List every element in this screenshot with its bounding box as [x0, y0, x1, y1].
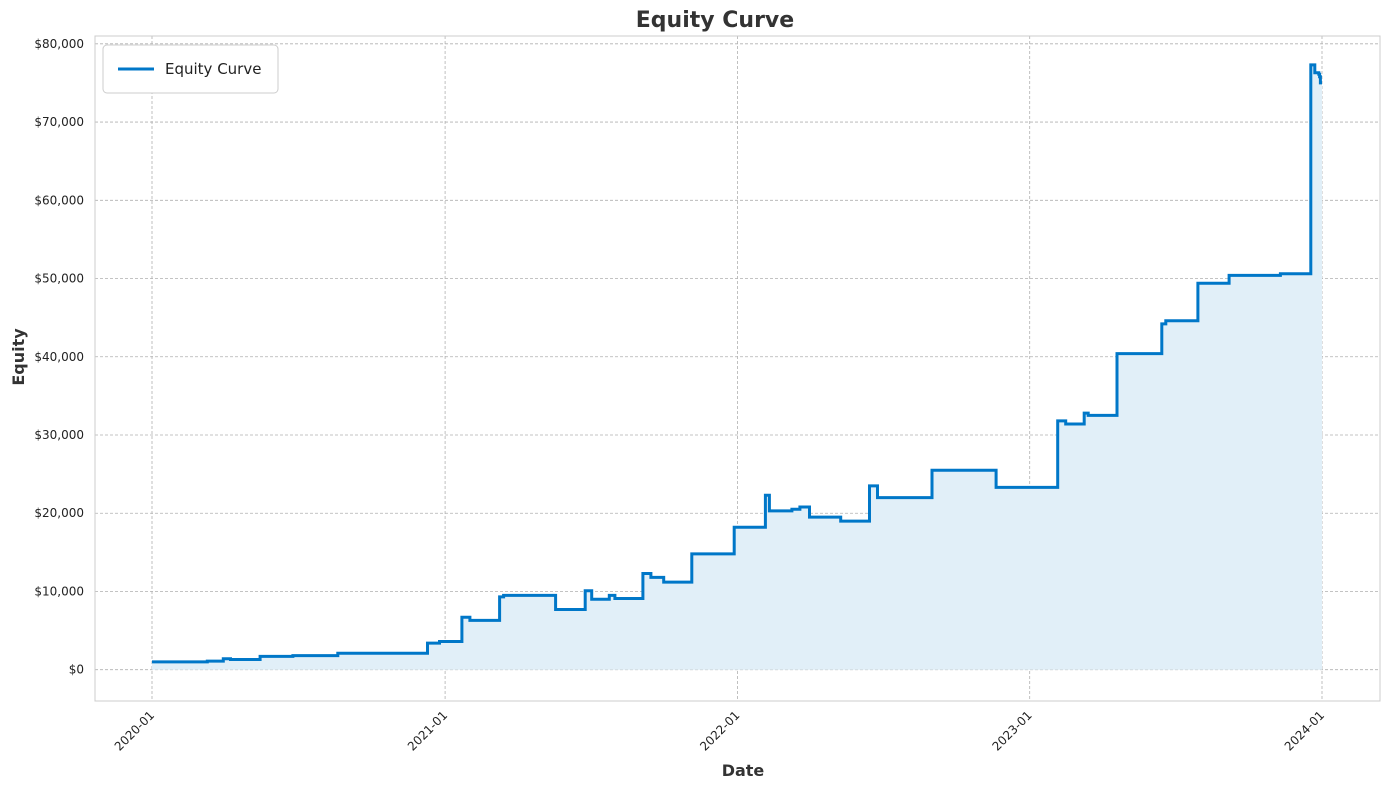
y-tick-label: $10,000 [34, 584, 84, 598]
y-tick-label: $50,000 [34, 272, 84, 286]
legend-label-equity-curve: Equity Curve [165, 60, 261, 78]
plot-frame [94, 35, 1381, 702]
y-tick-label: $70,000 [34, 115, 84, 129]
chart-title: Equity Curve [636, 8, 794, 33]
legend-box [102, 44, 279, 94]
y-axis-ticks: $0 $10,000 $20,000 $30,000 $40,000 $50,000 $60… [34, 37, 84, 677]
y-tick-label: $20,000 [34, 506, 84, 520]
legend: Equity Curve [102, 44, 279, 94]
equity-area-fill [152, 64, 1322, 670]
y-tick-label: $30,000 [34, 428, 84, 442]
area-fill-layer [152, 64, 1322, 670]
line-layer [152, 63, 1322, 664]
y-axis-title: Equity [9, 328, 28, 386]
y-tick-label: $40,000 [34, 350, 84, 364]
y-tick-label: $80,000 [34, 37, 84, 51]
y-tick-label: $0 [69, 663, 84, 677]
equity-curve-line [152, 63, 1322, 664]
x-axis-title: Date [722, 761, 765, 780]
y-tick-label: $60,000 [34, 193, 84, 207]
